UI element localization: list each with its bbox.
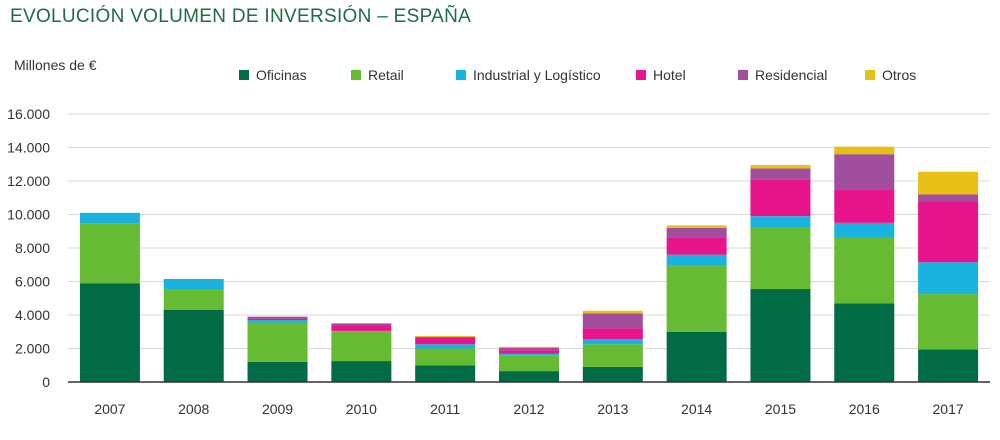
bar-segment bbox=[918, 294, 979, 350]
bar-segment bbox=[750, 289, 811, 382]
chart-title: EVOLUCIÓN VOLUMEN DE INVERSIÓN – ESPAÑA bbox=[10, 6, 472, 27]
bar-segment bbox=[666, 254, 727, 266]
x-tick-label: 2010 bbox=[346, 401, 377, 417]
bar-segment bbox=[247, 316, 308, 319]
bar-segment bbox=[918, 201, 979, 263]
bar-segment bbox=[750, 179, 811, 217]
bar-segment bbox=[918, 262, 979, 295]
y-tick-label: 14.000 bbox=[7, 140, 50, 156]
bar-segment bbox=[918, 194, 979, 202]
bar-segment bbox=[582, 366, 643, 382]
bar-segment bbox=[582, 313, 643, 329]
bar-segment bbox=[247, 318, 308, 321]
x-tick-label: 2015 bbox=[765, 401, 796, 417]
bar-segment bbox=[918, 349, 979, 382]
bar-segment bbox=[415, 344, 476, 349]
legend-label: Retail bbox=[368, 67, 404, 83]
bar-segment bbox=[834, 154, 895, 190]
y-tick-label: 0 bbox=[42, 374, 50, 390]
x-tick-label: 2011 bbox=[430, 401, 460, 417]
bar-segment bbox=[499, 355, 559, 372]
x-tick-label: 2009 bbox=[262, 401, 293, 417]
bar-segment bbox=[666, 227, 727, 238]
bar-segment bbox=[163, 278, 224, 290]
bar-segment bbox=[582, 339, 643, 345]
bar-segment bbox=[163, 289, 224, 310]
legend: Oficinas Retail Industrial y Logístico Hote… bbox=[239, 67, 916, 83]
bar-segment bbox=[331, 323, 392, 326]
bar-segment bbox=[415, 337, 476, 345]
legend-label: Hotel bbox=[653, 67, 686, 83]
bar-segment bbox=[582, 310, 643, 314]
x-tick-label: 2016 bbox=[849, 401, 880, 417]
y-tick-label: 12.000 bbox=[7, 173, 50, 189]
x-tick-label: 2007 bbox=[94, 401, 125, 417]
bar-segment bbox=[499, 353, 559, 356]
bar-segment bbox=[834, 222, 895, 238]
bar-segment bbox=[582, 328, 643, 340]
bar-segment bbox=[750, 168, 811, 180]
bar-segment bbox=[666, 265, 727, 332]
bar-segment bbox=[247, 320, 308, 323]
x-tick-label: 2017 bbox=[933, 401, 964, 417]
bar-segment bbox=[499, 347, 559, 351]
bar-segment bbox=[163, 309, 224, 382]
bar-segment bbox=[331, 325, 392, 331]
x-tick-label: 2013 bbox=[597, 401, 628, 417]
bar-segment bbox=[499, 346, 559, 348]
bar-segment bbox=[750, 227, 811, 290]
y-tick-label: 10.000 bbox=[7, 207, 50, 223]
bar-segment bbox=[834, 189, 895, 223]
legend-swatch bbox=[351, 70, 361, 80]
legend-label: Otros bbox=[882, 67, 916, 83]
bar-segment bbox=[666, 237, 727, 255]
bar-segment bbox=[331, 331, 392, 362]
y-tick-label: 6.000 bbox=[15, 274, 50, 290]
bar-segment bbox=[582, 344, 643, 367]
legend-swatch bbox=[456, 70, 466, 80]
bar-segment bbox=[79, 283, 140, 382]
bar-segment bbox=[415, 365, 476, 382]
legend-label: Residencial bbox=[755, 67, 827, 83]
bar-segment bbox=[415, 336, 476, 338]
bars bbox=[79, 146, 979, 382]
y-tick-label: 8.000 bbox=[15, 240, 50, 256]
bar-segment bbox=[247, 322, 308, 362]
x-tick-labels: 2007 2008 2009 2010 2011 2012 2013 2014 2015 2016… bbox=[94, 401, 964, 417]
y-tick-labels: 0 2.000 4.000 6.000 8.000 10.000 12.000 14.000 1… bbox=[7, 106, 50, 390]
y-tick-label: 2.000 bbox=[15, 341, 50, 357]
bar-segment bbox=[415, 348, 476, 366]
y-axis-label: Millones de € bbox=[14, 57, 97, 73]
x-tick-label: 2008 bbox=[178, 401, 209, 417]
legend-label: Industrial y Logístico bbox=[473, 67, 601, 83]
bar-segment bbox=[666, 225, 727, 228]
bar-segment bbox=[331, 361, 392, 382]
bar-segment bbox=[918, 171, 979, 195]
bar-segment bbox=[331, 330, 392, 332]
bar-segment bbox=[834, 146, 895, 155]
bar-segment bbox=[750, 165, 811, 169]
bar-segment bbox=[499, 350, 559, 354]
bar-segment bbox=[499, 371, 559, 382]
legend-swatch bbox=[738, 70, 748, 80]
x-tick-label: 2014 bbox=[681, 401, 712, 417]
legend-swatch bbox=[865, 70, 875, 80]
legend-swatch bbox=[239, 70, 249, 80]
bar-segment bbox=[79, 223, 140, 284]
bar-segment bbox=[247, 361, 308, 382]
y-tick-label: 16.000 bbox=[7, 106, 50, 122]
x-tick-label: 2012 bbox=[513, 401, 544, 417]
legend-swatch bbox=[636, 70, 646, 80]
bar-segment bbox=[79, 212, 140, 224]
bar-segment bbox=[415, 335, 476, 337]
bar-segment bbox=[834, 303, 895, 382]
bar-segment bbox=[750, 216, 811, 228]
y-tick-label: 4.000 bbox=[15, 307, 50, 323]
bar-segment bbox=[834, 237, 895, 304]
legend-label: Oficinas bbox=[256, 67, 307, 83]
bar-segment bbox=[666, 331, 727, 382]
